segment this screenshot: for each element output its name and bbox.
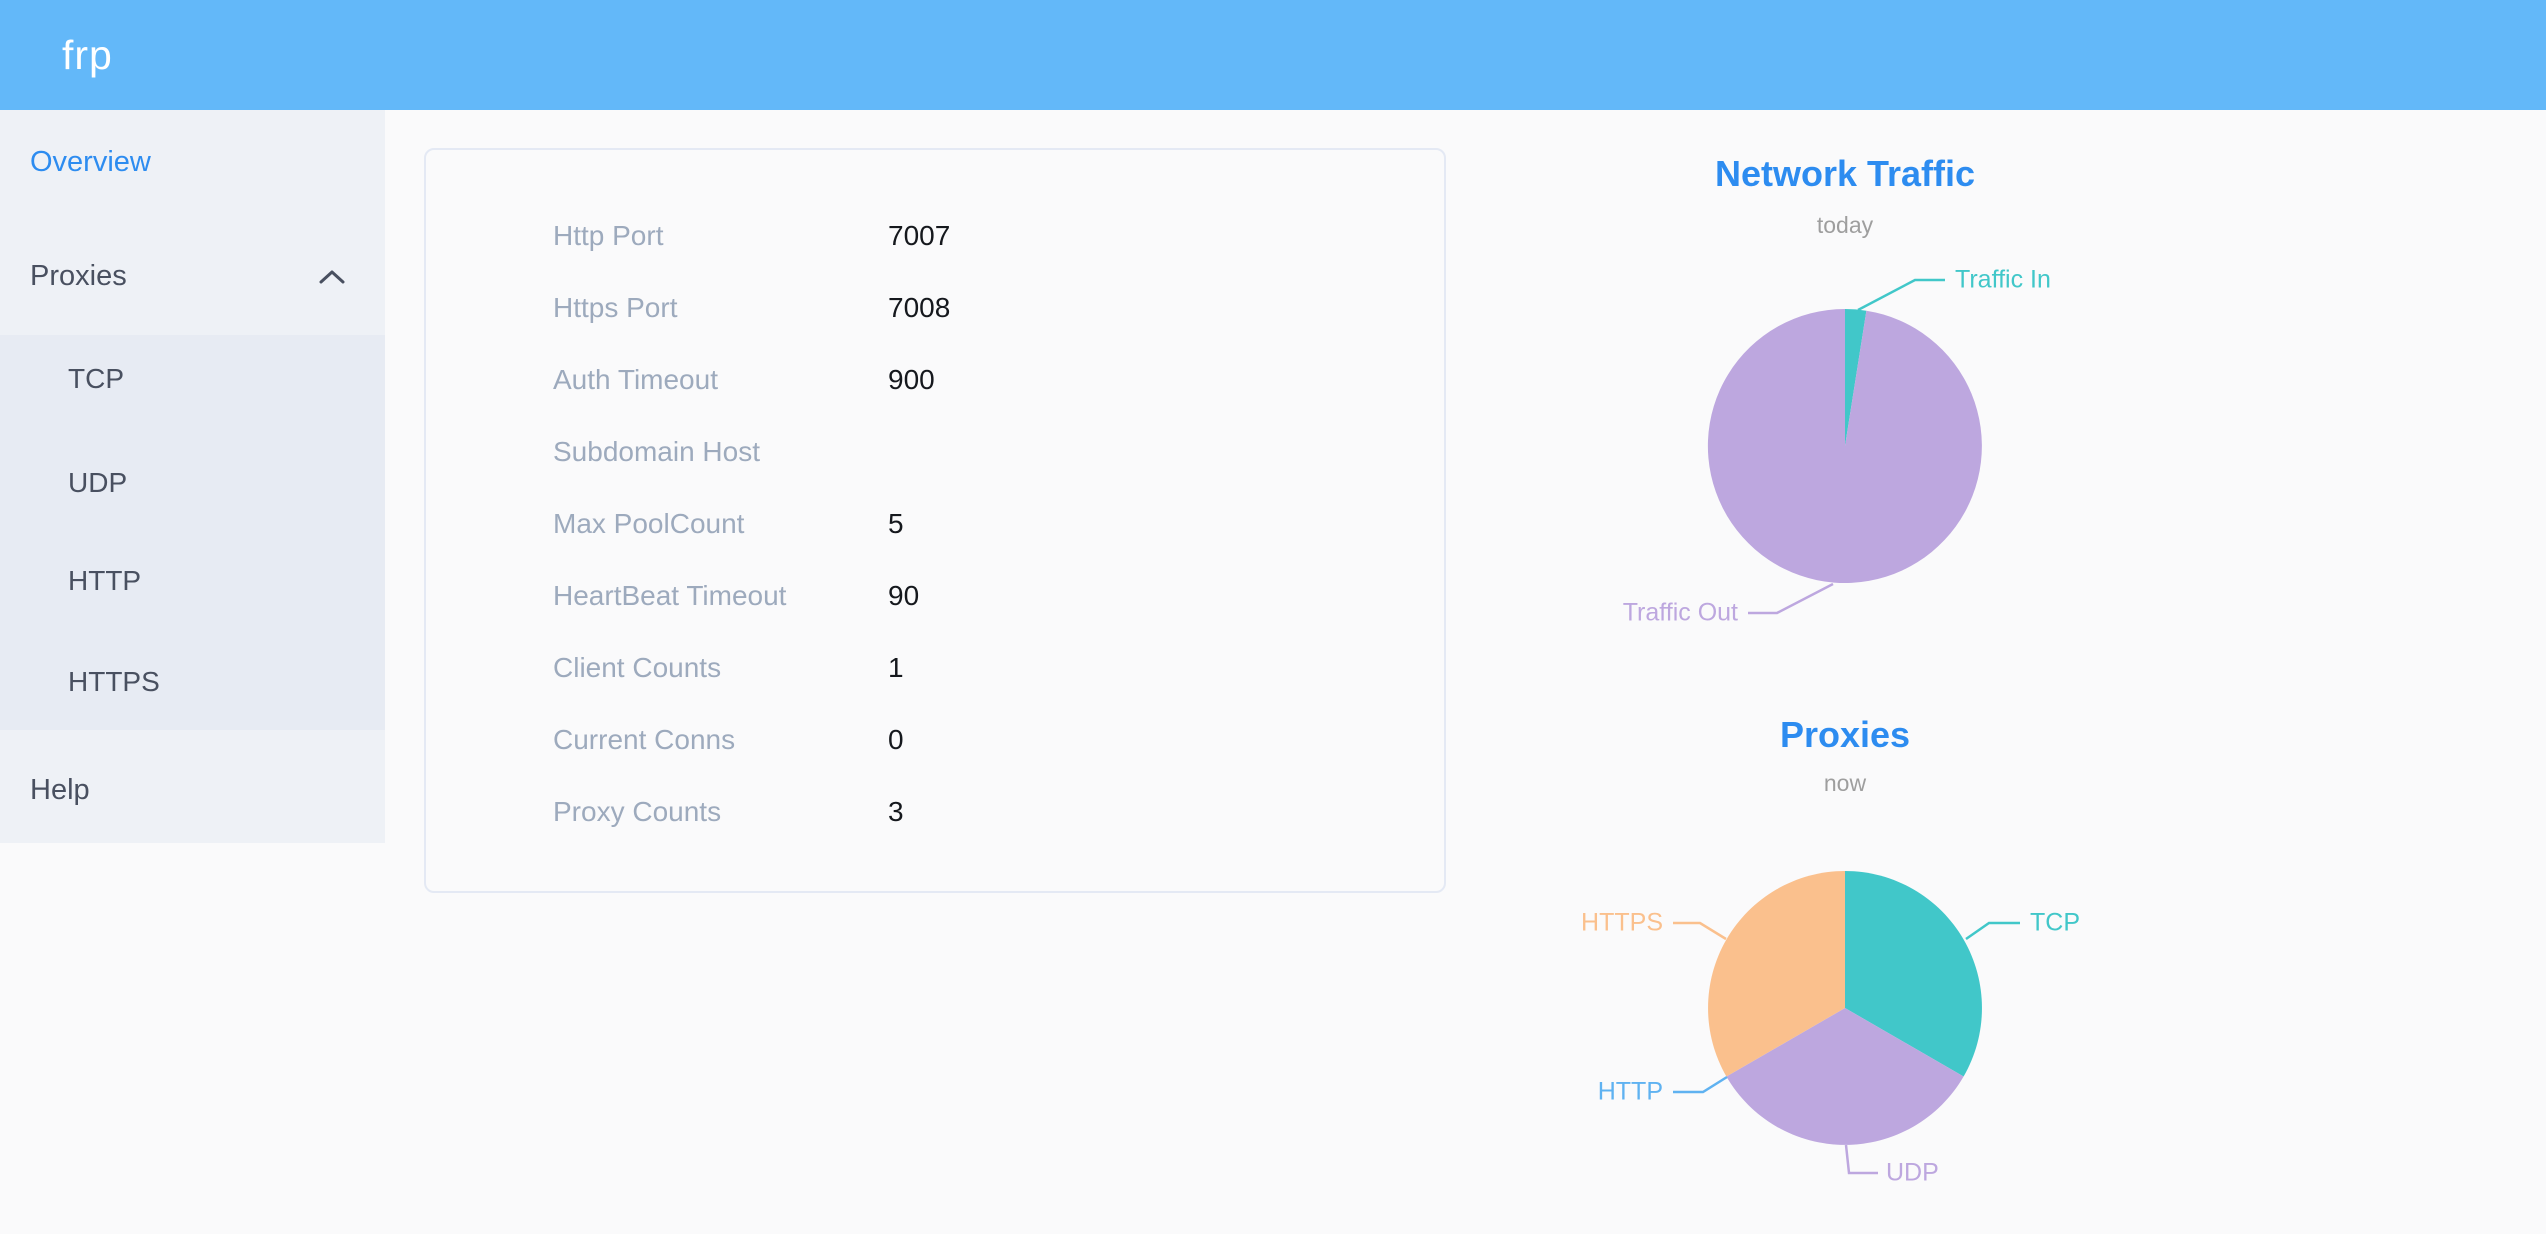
- row-label: Https Port: [553, 292, 678, 323]
- row-label: Auth Timeout: [553, 364, 718, 395]
- network-traffic-pie: Traffic In Traffic Out: [1623, 266, 2051, 627]
- pie-label-line-http: [1673, 1075, 1728, 1094]
- pie-slice-tcp[interactable]: [1845, 871, 1982, 1077]
- pie-label-line-https: [1673, 921, 1727, 941]
- row-label: Client Counts: [553, 652, 722, 683]
- proxies-chart-title: Proxies: [1779, 714, 1911, 755]
- proxies-chart-subtitle: now: [1823, 770, 1867, 796]
- table-row: Http Port 7007: [426, 200, 1444, 272]
- pie-slice-traffic-out[interactable]: [1707, 308, 1982, 583]
- sidebar-item-label: TCP: [68, 363, 124, 394]
- table-row: Subdomain Host: [426, 416, 1444, 488]
- sidebar-item-label: HTTP: [68, 565, 142, 596]
- row-label: Http Port: [553, 220, 664, 251]
- row-value: 1: [888, 652, 904, 683]
- table-row: Max PoolCount 5: [426, 488, 1444, 560]
- row-value: 7007: [888, 220, 951, 251]
- pie-slice-traffic-in[interactable]: [1845, 309, 1867, 446]
- table-row: Auth Timeout 900: [426, 344, 1444, 416]
- pie-label-line-traffic-in: [1857, 278, 1945, 312]
- sidebar-item-label: Proxies: [30, 259, 127, 292]
- pie-label-line-traffic-out: [1748, 582, 1834, 615]
- sidebar-item-label: Help: [30, 773, 90, 806]
- pie-label-tcp: TCP: [2030, 909, 2080, 937]
- sidebar-item-overview[interactable]: Overview: [0, 134, 385, 190]
- row-label: HeartBeat Timeout: [553, 580, 787, 611]
- sidebar-item-http[interactable]: HTTP: [0, 553, 385, 609]
- sidebar-item-udp[interactable]: UDP: [0, 455, 385, 511]
- table-row: HeartBeat Timeout 90: [426, 560, 1444, 632]
- pie-label-udp: UDP: [1886, 1159, 1939, 1187]
- chevron-up-icon: [319, 270, 345, 284]
- table-row: Current Conns 0: [426, 704, 1444, 776]
- row-value: 3: [888, 796, 904, 827]
- pie-label-https: HTTPS: [1581, 909, 1663, 937]
- row-value: 7008: [888, 292, 951, 323]
- table-row: Client Counts 1: [426, 632, 1444, 704]
- network-traffic-chart-title: Network Traffic: [1714, 153, 1976, 194]
- pie-label-traffic-in: Traffic In: [1955, 266, 2051, 294]
- sidebar-item-help[interactable]: Help: [0, 762, 385, 818]
- row-value: 90: [888, 580, 920, 611]
- pie-label-traffic-out: Traffic Out: [1623, 599, 1738, 627]
- server-info-card: Http Port 7007 Https Port 7008 Auth Timeou…: [424, 148, 1446, 893]
- pie-label-http: HTTP: [1598, 1078, 1663, 1106]
- row-value: 900: [888, 364, 935, 395]
- row-value: 0: [888, 724, 904, 755]
- row-label: Current Conns: [553, 724, 736, 755]
- row-value: 5: [888, 508, 904, 539]
- pie-label-line-udp: [1844, 1144, 1878, 1175]
- sidebar-item-label: UDP: [68, 467, 128, 498]
- table-row: Https Port 7008: [426, 272, 1444, 344]
- pie-label-line-tcp: [1965, 921, 2020, 941]
- app-header: frp: [0, 0, 2546, 110]
- sidebar-item-label: HTTPS: [68, 666, 160, 697]
- app-logo[interactable]: frp: [62, 31, 113, 78]
- network-traffic-chart-subtitle: today: [1816, 212, 1874, 238]
- proxies-pie: TCP UDP HTTP HTTPS: [1581, 871, 2080, 1187]
- row-label: Max PoolCount: [553, 508, 745, 539]
- pie-slice-https[interactable]: [1708, 871, 1845, 1077]
- sidebar-item-label: Overview: [30, 145, 151, 178]
- row-label: Subdomain Host: [553, 436, 761, 467]
- table-row: Proxy Counts 3: [426, 776, 1444, 848]
- sidebar-item-https[interactable]: HTTPS: [0, 654, 385, 710]
- row-label: Proxy Counts: [553, 796, 722, 827]
- pie-slice-udp[interactable]: [1726, 1008, 1964, 1145]
- proxies-submenu: [0, 335, 385, 730]
- sidebar-item-proxies[interactable]: Proxies: [0, 248, 385, 304]
- sidebar-item-tcp[interactable]: TCP: [0, 351, 385, 407]
- sidebar: Overview Proxies TCP UDP HTTP HTTPS Help: [0, 110, 385, 843]
